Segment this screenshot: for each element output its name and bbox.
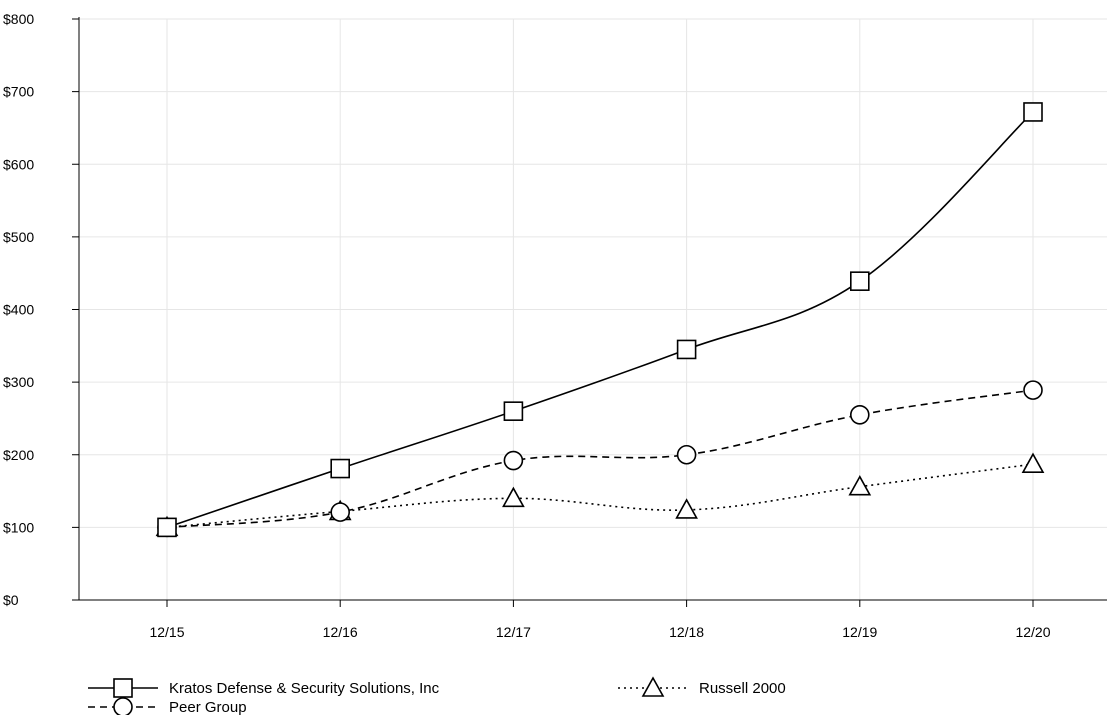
legend-marker-square (113, 678, 133, 698)
y-tick-label: $400 (3, 302, 34, 318)
data-point-triangle (1021, 452, 1045, 473)
data-point-triangle (848, 475, 872, 496)
y-tick-label: $100 (3, 519, 34, 535)
y-tick-label: $600 (3, 156, 34, 172)
x-tick-label: 12/16 (323, 624, 358, 640)
x-tick-label: 12/20 (1015, 624, 1050, 640)
series-line-triangle (166, 463, 1034, 529)
x-tick-label: 12/17 (496, 624, 531, 640)
data-point-square (503, 401, 524, 421)
legend-marker-triangle (641, 676, 665, 697)
data-point-circle (330, 502, 351, 522)
y-axis-ticks: $0 $100 $200 $300 $400 $500 $600 $700 $800 (3, 11, 79, 608)
data-point-circle (676, 444, 697, 465)
legend-marker-circle (113, 697, 133, 717)
legend-label: Russell 2000 (699, 680, 786, 697)
y-tick-label: $700 (3, 84, 34, 100)
x-tick-label: 12/15 (149, 624, 184, 640)
data-point-circle (849, 405, 870, 425)
y-tick-label: $800 (3, 11, 34, 27)
y-tick-label: $500 (3, 229, 34, 245)
x-tick-label: 12/19 (842, 624, 877, 640)
axes (78, 17, 1107, 601)
data-point-square (1023, 102, 1043, 122)
x-tick-label: 12/18 (669, 624, 704, 640)
legend-label: Kratos Defense & Security Solutions, Inc (169, 680, 440, 697)
data-point-square (157, 517, 177, 538)
data-point-square (849, 271, 870, 291)
legend-label: Peer Group (169, 699, 247, 715)
x-axis-ticks: 12/15 12/16 12/17 12/18 12/19 12/20 (149, 600, 1051, 640)
y-tick-label: $300 (3, 374, 34, 390)
series-line-circle (166, 389, 1034, 529)
data-point-triangle (675, 498, 698, 519)
data-point-triangle (502, 486, 525, 508)
legend: Kratos Defense & Security Solutions, Inc… (88, 676, 786, 717)
y-tick-label: $200 (3, 447, 34, 463)
data-point-circle (1023, 380, 1043, 400)
data-point-square (676, 339, 697, 360)
series-group (155, 102, 1045, 538)
data-point-circle (503, 450, 524, 471)
y-tick-label: $0 (3, 592, 19, 608)
data-point-square (330, 458, 351, 479)
series-line-square (166, 111, 1034, 529)
grid-lines (79, 18, 1107, 600)
